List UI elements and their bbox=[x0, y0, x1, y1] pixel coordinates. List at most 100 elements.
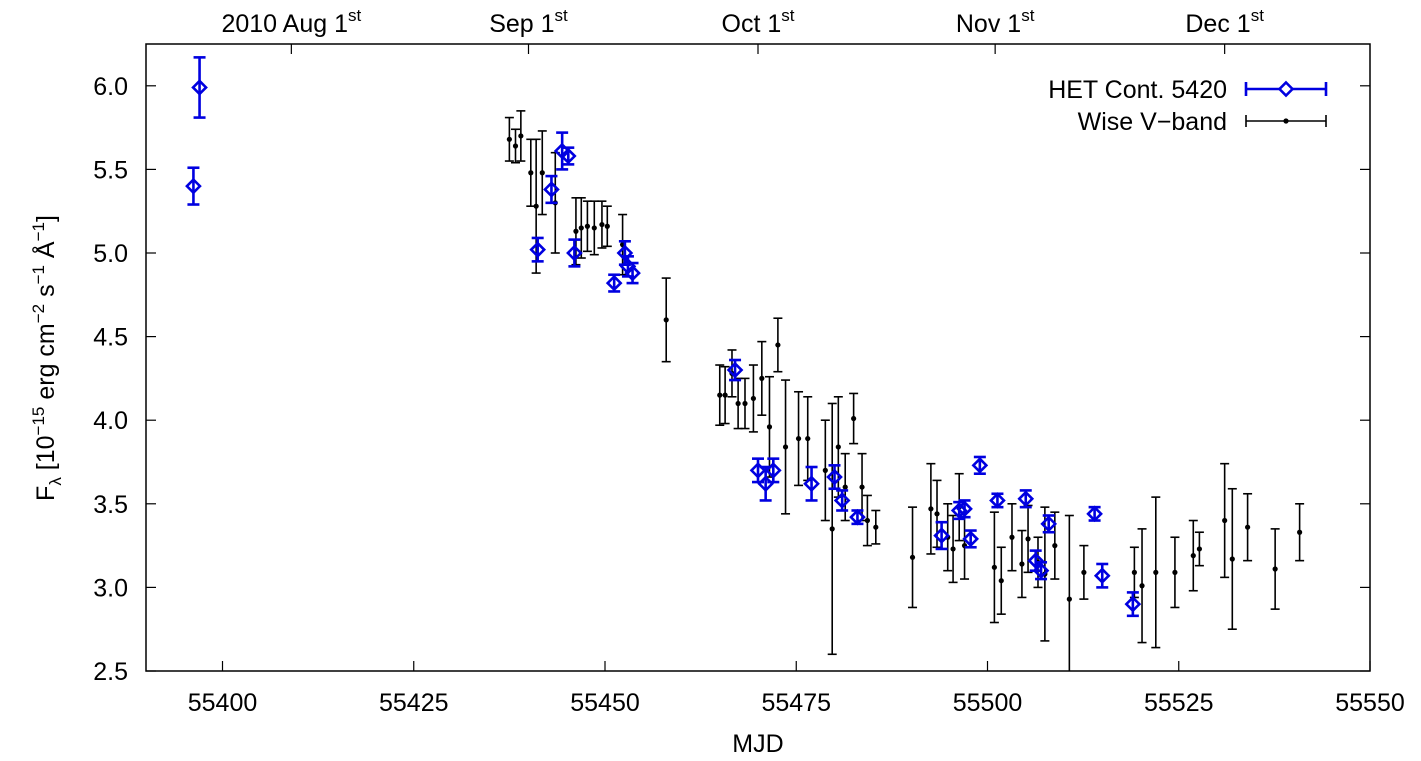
wise-point bbox=[862, 494, 872, 547]
wise-point bbox=[582, 200, 592, 253]
het-point bbox=[971, 455, 989, 476]
top-date-label: Nov 1st bbox=[956, 6, 1035, 38]
x-tick-label: 55400 bbox=[188, 689, 258, 717]
data-marker-diamond bbox=[1124, 595, 1142, 613]
data-marker-dot bbox=[591, 225, 597, 231]
y-axis-title-exp3: −1 bbox=[29, 265, 48, 284]
y-tick-label: 3.5 bbox=[93, 491, 128, 519]
het-point bbox=[803, 465, 820, 502]
data-marker-dot bbox=[506, 136, 512, 142]
wise-point bbox=[1220, 462, 1230, 579]
data-marker-dot bbox=[1196, 546, 1203, 552]
data-marker-dot bbox=[1153, 569, 1159, 575]
y-tick-label: 4.5 bbox=[93, 324, 128, 352]
y-axis-title-part2: erg cm bbox=[32, 323, 60, 406]
data-marker-dot bbox=[1025, 536, 1031, 542]
data-marker-dot bbox=[1190, 553, 1196, 559]
y-axis-title-part5: ] bbox=[32, 215, 60, 222]
data-marker-dot bbox=[1066, 596, 1072, 602]
wise-point bbox=[748, 364, 758, 433]
het-point bbox=[543, 174, 560, 205]
data-marker-dot bbox=[829, 526, 835, 532]
wise-point bbox=[1170, 536, 1180, 609]
wise-point bbox=[827, 402, 837, 656]
legend-marker-diamond bbox=[1277, 80, 1295, 98]
y-axis-title-part1: [10 bbox=[32, 435, 60, 477]
top-date-label: Sep 1st bbox=[489, 6, 568, 38]
het-point bbox=[1017, 489, 1035, 509]
wise-point bbox=[1243, 492, 1253, 562]
top-date-label: Oct 1st bbox=[722, 6, 795, 38]
top-date-sup: st bbox=[781, 6, 795, 25]
wise-point bbox=[794, 390, 804, 487]
data-marker-diamond bbox=[1093, 567, 1111, 585]
data-marker-diamond bbox=[803, 475, 820, 493]
data-marker-diamond bbox=[1017, 490, 1035, 508]
wise-point bbox=[871, 509, 881, 545]
data-marker-dot bbox=[864, 517, 870, 524]
data-marker-dot bbox=[735, 400, 741, 407]
data-marker-diamond bbox=[616, 244, 634, 262]
data-marker-dot bbox=[1245, 524, 1251, 530]
top-date-sup: st bbox=[1021, 6, 1035, 25]
y-axis-title-exp4: −1 bbox=[29, 222, 48, 241]
wise-point bbox=[1151, 496, 1161, 649]
series-layer bbox=[185, 56, 1305, 671]
y-tick-label: 2.5 bbox=[93, 658, 128, 686]
legend: HET Cont. 5420 Wise V−band bbox=[1048, 76, 1328, 136]
y-tick-label: 3.0 bbox=[93, 574, 128, 602]
wise-point bbox=[773, 317, 783, 373]
y-axis-title-main: F bbox=[32, 486, 60, 501]
wise-point bbox=[531, 138, 541, 274]
het-point bbox=[833, 489, 851, 512]
top-date-text: Dec 1 bbox=[1185, 10, 1250, 38]
data-marker-dot bbox=[775, 342, 781, 348]
data-marker-dot bbox=[584, 223, 591, 229]
data-marker-dot bbox=[604, 223, 610, 229]
data-marker-dot bbox=[512, 143, 519, 149]
wise-point bbox=[537, 130, 547, 216]
data-marker-dot bbox=[822, 467, 828, 473]
top-date-sup: st bbox=[555, 6, 569, 25]
y-axis-title-sub: λ bbox=[46, 477, 65, 486]
data-marker-dot bbox=[528, 170, 534, 176]
data-marker-diamond bbox=[1027, 552, 1045, 569]
wise-point bbox=[576, 197, 586, 259]
data-marker-dot bbox=[759, 375, 765, 381]
x-tick-label: 55500 bbox=[953, 689, 1023, 717]
data-marker-dot bbox=[835, 444, 841, 450]
wise-point bbox=[781, 379, 791, 515]
data-marker-diamond bbox=[826, 468, 843, 486]
wise-point bbox=[1188, 519, 1198, 592]
data-marker-dot bbox=[805, 435, 811, 442]
top-date-text: Oct 1 bbox=[722, 10, 782, 38]
top-date-sup: st bbox=[1251, 6, 1265, 25]
legend-marker-dot bbox=[1283, 118, 1289, 124]
series-het bbox=[185, 56, 1142, 618]
data-marker-diamond bbox=[962, 530, 980, 548]
data-marker-dot bbox=[1131, 569, 1137, 575]
wise-point bbox=[757, 340, 767, 416]
data-marker-dot bbox=[533, 203, 539, 209]
legend-label-het: HET Cont. 5420 bbox=[1048, 76, 1227, 104]
tick-marks bbox=[146, 44, 1371, 672]
wise-point bbox=[820, 419, 830, 522]
wise-point bbox=[960, 511, 970, 580]
data-marker-dot bbox=[1052, 543, 1058, 549]
y-axis-title-exp2: −2 bbox=[29, 304, 48, 323]
data-marker-dot bbox=[859, 484, 865, 490]
x-tick-label: 55475 bbox=[761, 689, 831, 717]
data-marker-diamond bbox=[933, 527, 950, 544]
plot-frame bbox=[145, 43, 1371, 672]
wise-point bbox=[1017, 529, 1027, 599]
data-marker-dot bbox=[1019, 561, 1025, 567]
het-point bbox=[1086, 505, 1103, 523]
het-point bbox=[566, 238, 583, 268]
wise-point bbox=[926, 462, 936, 555]
data-marker-dot bbox=[742, 400, 748, 407]
data-marker-dot bbox=[934, 511, 940, 517]
data-marker-dot bbox=[750, 395, 757, 402]
x-tick-label: 55450 bbox=[570, 689, 640, 717]
data-marker-dot bbox=[766, 424, 773, 430]
